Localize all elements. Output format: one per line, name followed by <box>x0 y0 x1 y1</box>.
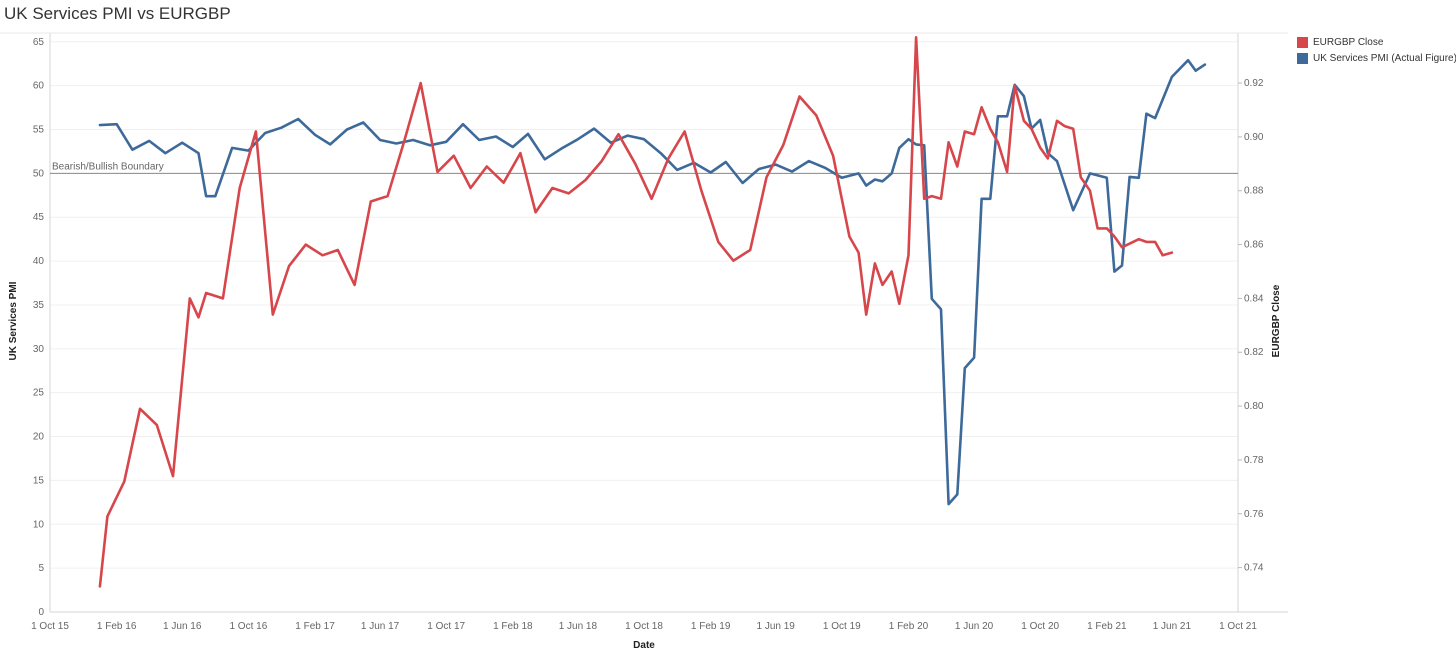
y-left-tick-label: 0 <box>38 607 44 618</box>
x-tick-label: 1 Feb 16 <box>97 621 137 632</box>
x-tick-label: 1 Oct 15 <box>31 621 69 632</box>
x-tick-label: 1 Feb 20 <box>889 621 929 632</box>
y-right-tick-label: 0.74 <box>1244 563 1264 574</box>
y-left-tick-label: 35 <box>33 300 45 311</box>
x-tick-label: 1 Feb 18 <box>493 621 533 632</box>
legend-item-pmi[interactable]: UK Services PMI (Actual Figure) <box>1297 50 1456 66</box>
pmi-series-line[interactable] <box>98 58 1207 506</box>
x-tick-label: 1 Jun 19 <box>757 621 796 632</box>
y-right-tick-label: 0.82 <box>1244 347 1264 358</box>
x-tick-label: 1 Jun 20 <box>955 621 994 632</box>
plot-frame <box>0 32 1288 613</box>
x-tick-label: 1 Oct 20 <box>1021 621 1059 632</box>
y-left-tick-label: 40 <box>33 256 45 267</box>
x-tick-label: 1 Oct 17 <box>427 621 465 632</box>
x-tick-label: 1 Jun 16 <box>163 621 202 632</box>
y-right-tick-label: 0.84 <box>1244 293 1264 304</box>
x-tick-label: 1 Oct 18 <box>625 621 663 632</box>
legend-swatch-pmi <box>1297 52 1308 64</box>
y-right-tick-label: 0.88 <box>1244 186 1264 197</box>
y-right-tick-label: 0.80 <box>1244 401 1264 412</box>
legend-item-eurgbp[interactable]: EURGBP Close <box>1297 34 1456 50</box>
x-tick-label: 1 Oct 21 <box>1219 621 1257 632</box>
y-left-tick-label: 5 <box>38 563 44 574</box>
gridlines <box>50 41 1238 613</box>
x-tick-label: 1 Feb 19 <box>691 621 731 632</box>
y-right-tick-label: 0.92 <box>1244 78 1264 89</box>
y-left-tick-label: 10 <box>33 519 45 530</box>
y-left-tick-label: 55 <box>33 125 45 136</box>
y-left-tick-label: 45 <box>33 212 45 223</box>
y-right-tick-label: 0.76 <box>1244 509 1264 520</box>
legend-label-pmi: UK Services PMI (Actual Figure) <box>1313 52 1456 64</box>
y-left-tick-label: 65 <box>33 37 45 48</box>
y-axis-right-title: EURGBP Close <box>1271 284 1282 357</box>
reference-line-group: Bearish/Bullish Boundary <box>50 161 1238 174</box>
y-left-tick-label: 20 <box>33 432 45 443</box>
x-axis-title: Date <box>633 640 655 651</box>
y-right-tick-label: 0.90 <box>1244 132 1264 143</box>
legend: EURGBP Close UK Services PMI (Actual Fig… <box>1297 34 1456 66</box>
eurgbp-series-line[interactable] <box>98 36 1174 588</box>
x-axis: 1 Oct 15 1 Feb 16 1 Jun 16 1 Oct 16 1 Feb 17… <box>31 621 1257 632</box>
y-right-tick-label: 0.78 <box>1244 455 1264 466</box>
y-left-tick-label: 25 <box>33 388 45 399</box>
x-tick-label: 1 Feb 17 <box>295 621 335 632</box>
left-axis: 0 5 10 15 20 25 30 35 40 45 50 55 60 65 <box>33 37 45 618</box>
legend-swatch-eurgbp <box>1297 36 1308 48</box>
x-tick-label: 1 Oct 19 <box>823 621 861 632</box>
y-axis-left-title: UK Services PMI <box>8 281 19 360</box>
y-left-tick-label: 60 <box>33 81 45 92</box>
series-group <box>98 36 1207 588</box>
x-tick-label: 1 Jun 18 <box>559 621 598 632</box>
right-axis: 0.74 0.76 0.78 0.80 0.82 0.84 0.86 0.88 0.90 0.92 <box>1238 78 1264 574</box>
y-left-tick-label: 15 <box>33 475 45 486</box>
x-tick-label: 1 Oct 16 <box>229 621 267 632</box>
y-left-tick-label: 50 <box>33 168 45 179</box>
x-tick-label: 1 Feb 21 <box>1087 621 1127 632</box>
legend-label-eurgbp: EURGBP Close <box>1313 36 1384 48</box>
reference-line-label: Bearish/Bullish Boundary <box>52 161 164 172</box>
y-left-tick-label: 30 <box>33 344 45 355</box>
x-tick-label: 1 Jun 17 <box>361 621 400 632</box>
x-tick-label: 1 Jun 21 <box>1153 621 1192 632</box>
y-right-tick-label: 0.86 <box>1244 240 1264 251</box>
chart-title: UK Services PMI vs EURGBP <box>4 4 231 23</box>
